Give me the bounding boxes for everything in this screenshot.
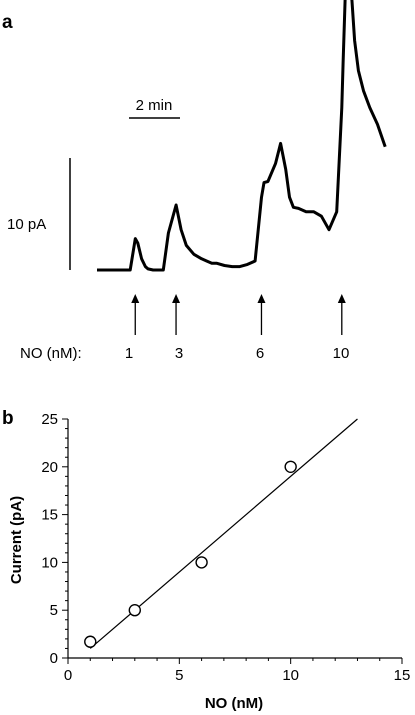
data-point: [195, 556, 208, 569]
axis-ticks: 0 5 10 15 0 5 10 15 20 25: [41, 411, 410, 684]
y-tick-label: 15: [41, 507, 58, 524]
injection-label-3: 6: [256, 345, 264, 362]
injection-label-1: 1: [125, 345, 133, 362]
trace-line: [97, 0, 387, 272]
injection-arrow: [172, 294, 181, 335]
injection-arrow: [337, 294, 346, 335]
x-tick-label: 10: [282, 667, 299, 684]
x-tick-label: 15: [394, 667, 411, 684]
data-point: [84, 635, 97, 648]
injection-arrow: [257, 294, 266, 335]
y-tick-label: 0: [50, 650, 58, 667]
data-point: [128, 604, 142, 617]
x-tick-label: 0: [64, 667, 72, 684]
injection-label-2: 3: [175, 345, 183, 362]
current-scale-label: 10 pA: [7, 216, 46, 233]
y-axis-title: Current (pA): [8, 496, 25, 584]
injection-prefix-label: NO (nM):: [20, 345, 82, 362]
y-tick-label: 25: [41, 411, 58, 428]
data-point: [284, 460, 297, 473]
x-axis-title: NO (nM): [205, 695, 263, 712]
y-tick-label: 5: [50, 602, 58, 619]
panel-b-label: b: [2, 408, 14, 429]
injection-label-4: 10: [333, 345, 350, 362]
y-tick-label: 10: [41, 554, 58, 571]
y-tick-label: 20: [41, 459, 58, 476]
injection-arrows: [131, 294, 346, 335]
calibration-plot: 0 5 10 15 0 5 10 15 20 25: [41, 411, 410, 684]
data-points: [84, 460, 297, 648]
panel-a-label: a: [2, 12, 13, 33]
time-scale-label: 2 min: [136, 97, 173, 114]
x-tick-label: 5: [175, 667, 183, 684]
current-trace: [97, 0, 387, 272]
injection-arrow: [131, 294, 140, 335]
